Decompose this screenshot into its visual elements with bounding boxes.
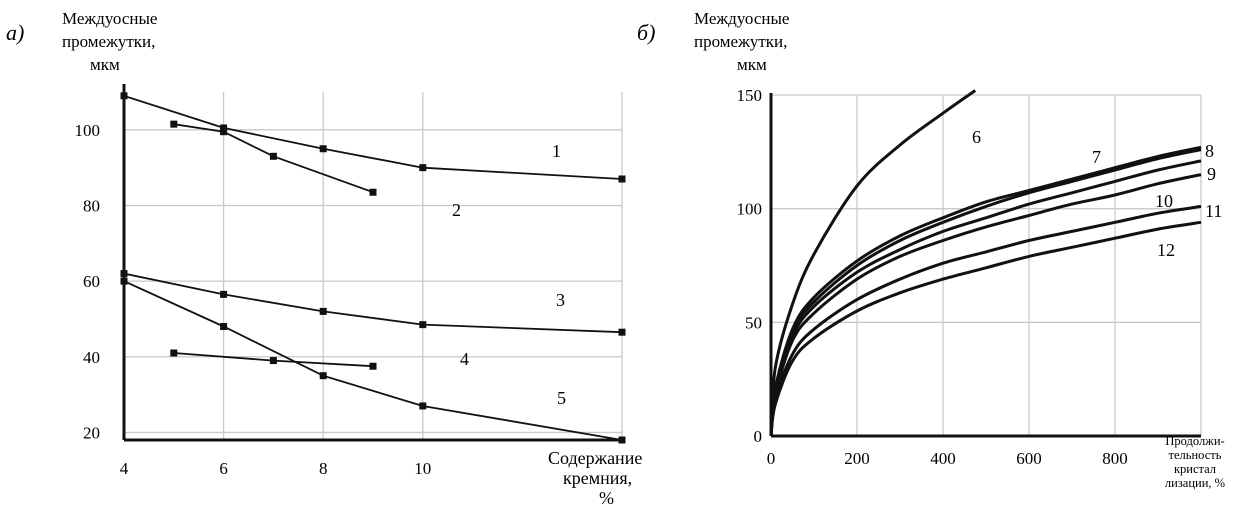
panel-a-xlabel-line2: кремния, — [563, 468, 632, 488]
panel-a-point-1 — [419, 164, 427, 172]
panel-b-series-label-7: 7 — [1092, 147, 1101, 167]
panel-a-ylabel-line3: мкм — [90, 55, 120, 74]
panel-a-x-tick-label: 4 — [120, 459, 129, 478]
panel-a-point-2 — [170, 120, 178, 128]
panel-a-x-tick-label: 8 — [319, 459, 328, 478]
panel-b-series-label-9: 9 — [1207, 164, 1216, 184]
panel-a-x-tick-label: 6 — [219, 459, 228, 478]
panel-b-xlabel-line3: кристал — [1174, 462, 1216, 476]
panel-b-y-tick-label: 150 — [737, 86, 763, 105]
panel-a-ylabel-line1: Междуосные — [62, 9, 157, 28]
panel-a-chart: а) Междуосные промежутки, мкм 4 6 8 10 20 40 6… — [6, 9, 642, 506]
panel-a-point-2 — [220, 128, 228, 136]
panel-b-x-tick-label: 200 — [844, 449, 870, 468]
panel-a-y-tick-label: 100 — [75, 121, 101, 140]
panel-a-point-2 — [269, 152, 277, 160]
panel-b-series-8 — [769, 148, 1202, 437]
panel-a-series-5 — [123, 280, 623, 441]
panel-a-point-3 — [419, 321, 427, 329]
panel-a-y-tick-label: 60 — [83, 272, 100, 291]
panel-b-series-6 — [769, 89, 977, 437]
panel-b-series-9 — [769, 159, 1202, 437]
panel-a-ylabel-line2: промежутки, — [62, 32, 155, 51]
panel-a-xlabel-line1: Содержание — [548, 448, 642, 468]
panel-b-series-label-12: 12 — [1157, 240, 1175, 260]
panel-b-y-tick-label: 50 — [745, 313, 762, 332]
panel-a-point-3 — [319, 307, 327, 315]
panel-a-series-3 — [123, 272, 623, 334]
panel-a-point-3 — [618, 328, 626, 336]
panel-a-letter: а) — [6, 20, 24, 45]
panel-a-point-1 — [319, 145, 327, 153]
panel-a-series-label-2: 2 — [452, 200, 461, 220]
panel-a-point-5 — [220, 323, 228, 331]
panel-b-series-10 — [769, 173, 1202, 437]
panel-b-chart: б) Междуосные промежутки, мкм 0 200 400 600… — [637, 9, 1225, 490]
panel-a-series-label-5: 5 — [557, 388, 566, 408]
panel-b-series-12 — [769, 220, 1202, 437]
panel-a-point-2 — [369, 188, 377, 196]
panel-a-series-label-1: 1 — [552, 141, 561, 161]
panel-a-point-1 — [220, 124, 228, 132]
panel-b-y-tick-label: 0 — [754, 427, 763, 446]
panel-b-x-tick-label: 400 — [930, 449, 956, 468]
panel-a-point-5 — [319, 372, 327, 380]
panel-b-y-tick-label: 100 — [737, 200, 763, 219]
panel-a-y-tick-label: 20 — [83, 423, 100, 442]
panel-b-series-label-10: 10 — [1155, 191, 1173, 211]
panel-b-ylabel-line3: мкм — [737, 55, 767, 74]
panel-b-x-tick-label: 600 — [1016, 449, 1042, 468]
panel-b-letter: б) — [637, 20, 655, 45]
panel-b-ylabel-line2: промежутки, — [694, 32, 787, 51]
panel-a-y-tick-label: 40 — [83, 348, 100, 367]
panel-b-xlabel-line4: лизации, % — [1165, 476, 1225, 490]
panel-a-point-5 — [419, 402, 427, 410]
panel-a-point-3 — [220, 290, 228, 298]
panel-b-series-label-11: 11 — [1205, 201, 1222, 221]
panel-a-point-1 — [618, 175, 626, 183]
panel-b-series-label-6: 6 — [972, 127, 981, 147]
panel-a-point-4 — [170, 349, 178, 357]
panel-a-point-4 — [369, 362, 377, 370]
panel-a-xlabel-line3: % — [599, 488, 614, 506]
panel-b-x-tick-label: 800 — [1102, 449, 1128, 468]
panel-b-series-11 — [769, 204, 1202, 437]
panel-b-series-label-8: 8 — [1205, 141, 1214, 161]
panel-b-xlabel-line1: Продолжи- — [1165, 434, 1224, 448]
panel-a-x-tick-label: 10 — [414, 459, 431, 478]
panel-a-point-5 — [618, 436, 626, 444]
panel-a-point-4 — [269, 357, 277, 365]
panel-a-y-tick-label: 80 — [83, 196, 100, 215]
panel-b-ylabel-line1: Междуосные — [694, 9, 789, 28]
panel-a-series-label-4: 4 — [460, 349, 469, 369]
panel-a-series-2 — [173, 123, 374, 194]
panel-a-point-3 — [120, 270, 128, 278]
panel-b-xlabel-line2: тельность — [1169, 448, 1222, 462]
panel-b-x-tick-label: 0 — [767, 449, 776, 468]
panel-a-series-label-3: 3 — [556, 290, 565, 310]
panel-a-point-1 — [120, 92, 128, 100]
panel-a-series-1 — [123, 94, 623, 180]
panel-a-point-5 — [120, 277, 128, 285]
